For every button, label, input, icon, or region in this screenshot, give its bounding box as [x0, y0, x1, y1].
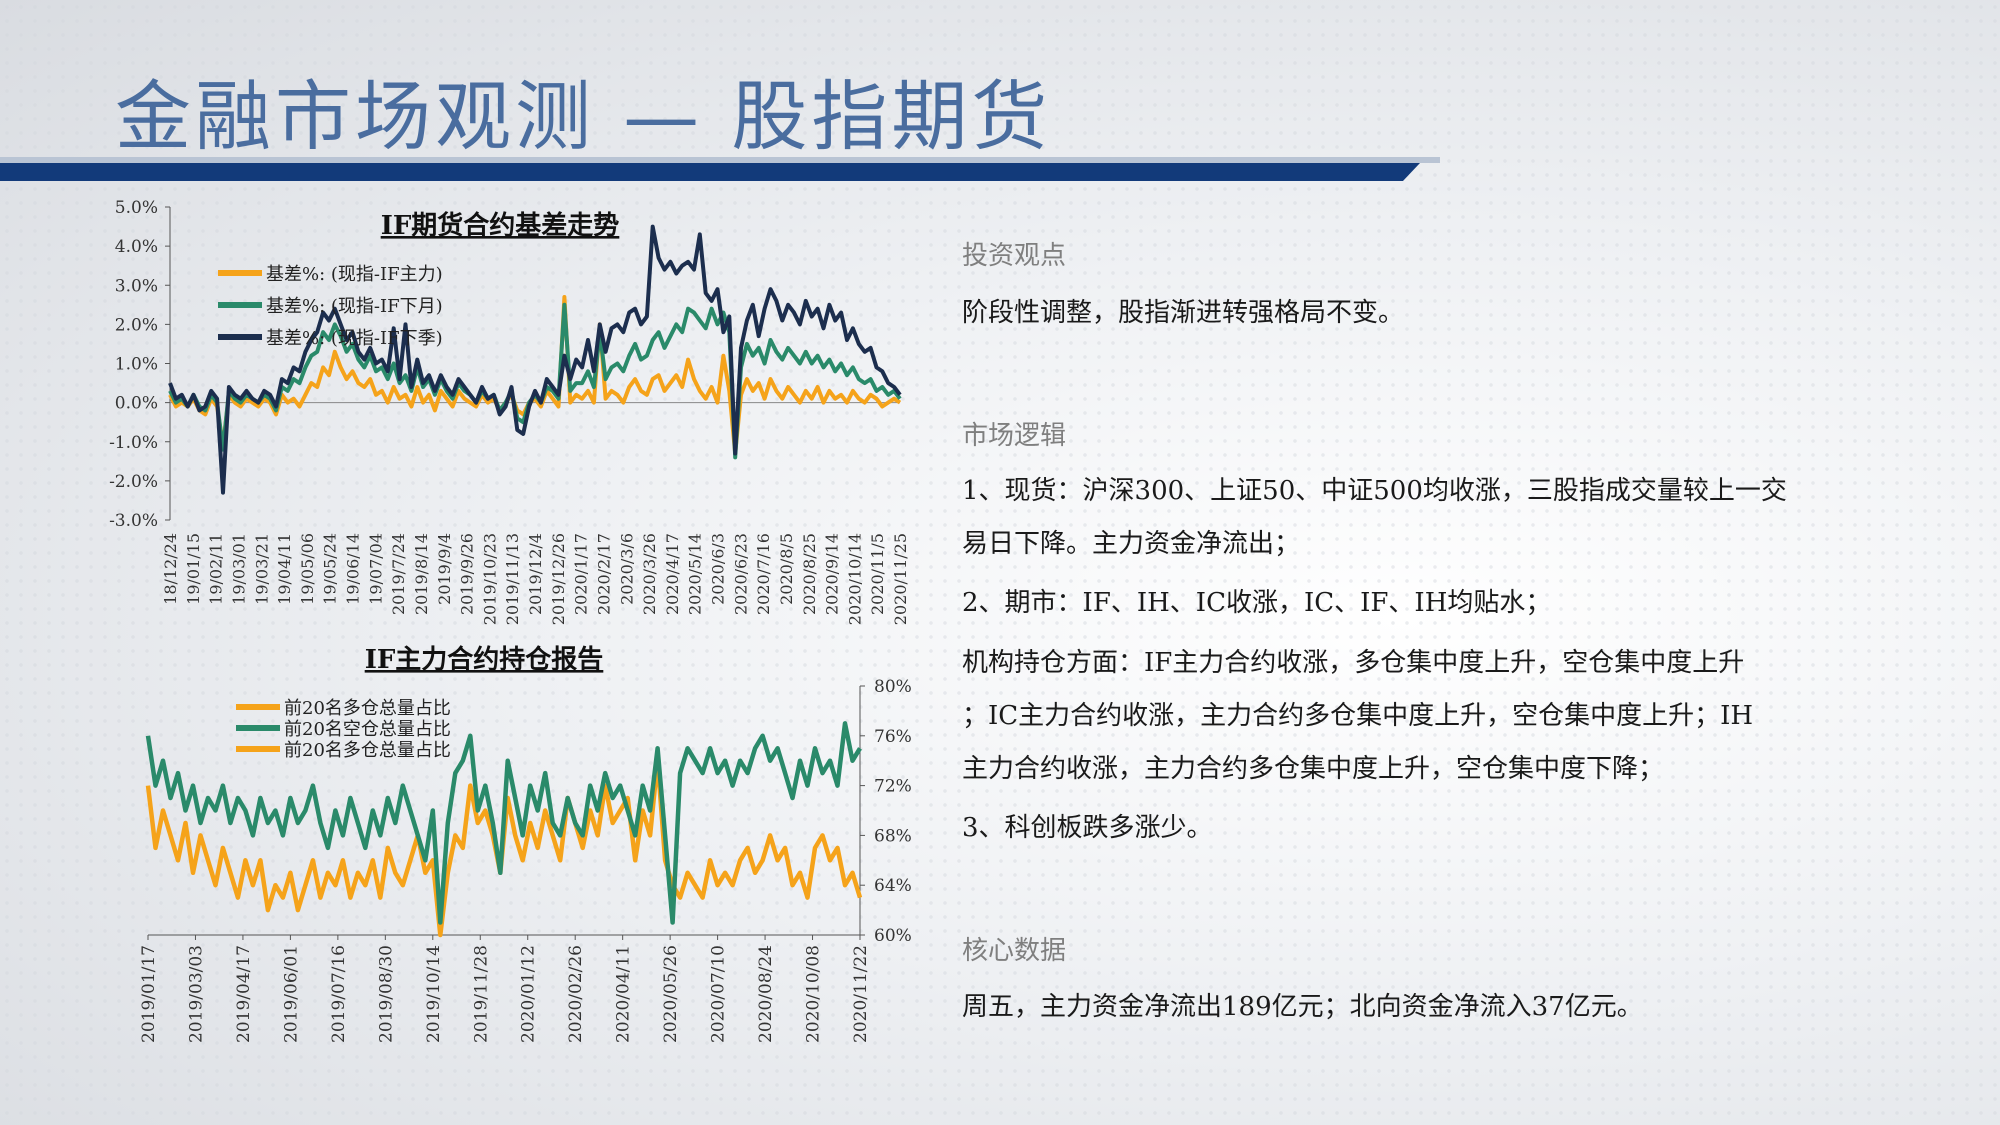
x-tick-label: 2020/08/24	[756, 945, 776, 1043]
x-tick-label: 2020/10/08	[804, 945, 824, 1043]
y-tick-label: 3.0%	[115, 276, 158, 296]
x-tick-label: 19/04/11	[275, 533, 294, 605]
x-tick-label: 2020/8/5	[777, 533, 796, 605]
chart-title: IF期货合约基差走势	[381, 210, 620, 241]
x-tick-label: 2020/4/17	[663, 533, 682, 615]
y-tick-label: 0.0%	[115, 394, 158, 414]
x-tick-label: 19/07/04	[366, 533, 385, 605]
x-tick-label: 2019/11/13	[503, 533, 522, 625]
market-logic-line: 3、科创板跌多涨少。	[962, 813, 1213, 843]
x-tick-label: 2020/7/16	[754, 533, 773, 615]
x-tick-label: 2020/02/26	[566, 945, 586, 1043]
banner-dark-stripe	[0, 163, 1420, 181]
legend-label: 基差%: (现指-IF下季)	[266, 328, 443, 349]
y-tick-label: 64%	[874, 876, 912, 896]
x-tick-label: 19/01/15	[184, 533, 203, 605]
legend-label: 前20名空仓总量占比	[284, 719, 451, 740]
series-line	[168, 295, 902, 456]
x-tick-label: 2019/10/23	[480, 533, 499, 625]
x-tick-label: 19/05/24	[321, 533, 340, 605]
market-logic-line: 2、期市：IF、IH、IC收涨，IC、IF、IH均贴水；	[962, 588, 1552, 618]
y-tick-label: 80%	[874, 677, 912, 697]
y-tick-label: 1.0%	[115, 355, 158, 375]
x-tick-label: 2019/9/26	[458, 533, 477, 615]
series-line	[145, 721, 862, 925]
x-tick-label: 2020/6/23	[731, 533, 750, 615]
x-tick-label: 2019/8/14	[412, 533, 431, 615]
legend-label: 基差%: (现指-IF下月)	[266, 296, 443, 317]
title-banner	[0, 157, 1440, 185]
y-tick-label: 68%	[874, 826, 912, 846]
page-title: 金融市场观测 — 股指期货	[115, 72, 1052, 161]
x-tick-label: 19/02/11	[207, 533, 226, 605]
y-tick-label: 60%	[874, 926, 912, 946]
section-core-data-heading: 核心数据	[962, 936, 1067, 966]
x-tick-label: 2020/11/5	[868, 533, 887, 615]
x-tick-label: 2019/12/26	[549, 533, 568, 625]
market-logic-line: 1、现货：沪深300、上证50、中证500均收涨，三股指成交量较上一交	[962, 476, 1787, 506]
x-tick-label: 19/05/06	[298, 533, 317, 605]
legend-label: 基差%: (现指-IF主力)	[266, 264, 443, 285]
legend-label: 前20名多仓总量占比	[284, 740, 451, 761]
section-investment-view-heading: 投资观点	[962, 241, 1067, 271]
x-tick-label: 2020/11/25	[891, 533, 910, 625]
y-tick-label: -2.0%	[109, 472, 158, 492]
y-tick-label: 72%	[874, 777, 912, 797]
market-logic-line: 机构持仓方面：IF主力合约收涨，多仓集中度上升，空仓集中度上升	[962, 648, 1745, 678]
x-tick-label: 2020/9/14	[823, 533, 842, 615]
x-tick-label: 2020/8/25	[800, 533, 819, 615]
market-logic-line: 易日下降。主力资金净流出；	[962, 529, 1301, 559]
x-tick-label: 2020/10/14	[845, 533, 864, 625]
basis-trend-chart: 5.0%4.0%3.0%2.0%1.0%0.0%-1.0%-2.0%-3.0%1…	[109, 198, 910, 625]
y-tick-label: -3.0%	[109, 511, 158, 531]
x-tick-label: 2020/3/26	[640, 533, 659, 615]
x-tick-label: 18/12/24	[161, 533, 180, 605]
x-tick-label: 2019/07/16	[329, 945, 349, 1043]
x-tick-label: 2020/11/22	[851, 945, 871, 1043]
position-report-chart: IF主力合约持仓报告 80% 76% 72% 68% 64% 60% 2019/01/17 20…	[139, 644, 912, 1043]
market-logic-line: 主力合约收涨，主力合约多仓集中度上升，空仓集中度下降；	[962, 754, 1665, 784]
x-tick-label: 2020/1/17	[572, 533, 591, 615]
section-market-logic-heading: 市场逻辑	[962, 421, 1067, 451]
x-tick-label: 19/03/21	[252, 533, 271, 605]
x-tick-label: 2019/04/17	[234, 945, 254, 1043]
chart-title: IF主力合约持仓报告	[365, 644, 604, 675]
x-tick-label: 2019/01/17	[139, 945, 159, 1043]
x-tick-label: 2019/08/30	[376, 945, 396, 1043]
x-tick-label: 2020/2/17	[594, 533, 613, 615]
section-core-data-text: 周五，主力资金净流出189亿元；北向资金净流入37亿元。	[962, 992, 1643, 1022]
x-tick-label: 2020/6/3	[709, 533, 728, 605]
x-tick-label: 2020/05/26	[661, 945, 681, 1043]
x-tick-label: 2020/3/6	[617, 533, 636, 605]
y-tick-label: 5.0%	[115, 198, 158, 218]
x-tick-label: 19/06/14	[344, 533, 363, 605]
x-tick-label: 2020/04/11	[614, 945, 634, 1043]
y-tick-label: 2.0%	[115, 315, 158, 335]
y-tick-label: 76%	[874, 727, 912, 747]
x-tick-label: 19/03/01	[229, 533, 248, 605]
x-tick-label: 2020/07/10	[709, 945, 729, 1043]
legend-label: 前20名多仓总量占比	[284, 698, 451, 719]
x-tick-label: 2019/03/03	[186, 945, 206, 1043]
x-tick-label: 2020/01/12	[519, 945, 539, 1043]
x-tick-label: 2019/10/14	[424, 945, 444, 1043]
series-line	[168, 224, 902, 495]
x-tick-label: 2020/5/14	[686, 533, 705, 615]
y-tick-label: 4.0%	[115, 237, 158, 257]
banner-light-stripe	[0, 157, 1440, 163]
x-tick-label: 2019/12/4	[526, 533, 545, 615]
x-tick-label: 2019/06/01	[281, 945, 301, 1043]
x-tick-label: 2019/9/4	[435, 533, 454, 605]
x-tick-label: 2019/7/24	[389, 533, 408, 615]
x-tick-label: 2019/11/28	[471, 945, 491, 1043]
market-logic-line: ；IC主力合约收涨，主力合约多仓集中度上升，空仓集中度上升；IH	[962, 701, 1754, 731]
section-investment-view-text: 阶段性调整，股指渐进转强格局不变。	[962, 298, 1405, 328]
y-tick-label: -1.0%	[109, 433, 158, 453]
